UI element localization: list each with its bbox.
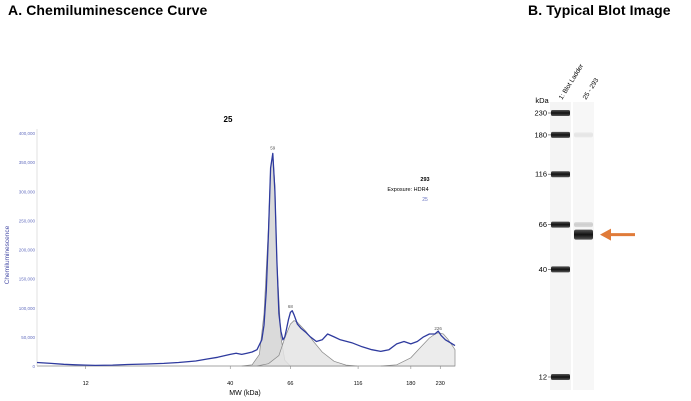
x-tick-label: 12 — [83, 381, 89, 387]
y-tick-label: 300,000 — [19, 189, 36, 194]
blot-axis-unit: kDa — [535, 96, 549, 105]
y-axis-label: Chemiluminescence — [4, 225, 11, 284]
peak-label: 226 — [434, 326, 442, 331]
ladder-lane — [550, 102, 571, 390]
y-tick-label: 250,000 — [19, 218, 36, 223]
lane-label: 25 - 293 — [582, 77, 601, 101]
x-tick-label: 40 — [227, 381, 233, 387]
y-tick-label: 0 — [32, 364, 35, 369]
legend-line-1: 293 — [420, 177, 429, 183]
arrow-icon — [600, 228, 611, 241]
panel-b-title: B. Typical Blot Image — [528, 2, 671, 18]
fitted-peak-1 — [241, 153, 292, 367]
x-tick-label: 116 — [354, 381, 363, 387]
x-tick-label: 66 — [287, 381, 293, 387]
panel-a-title: A. Chemiluminescence Curve — [8, 2, 208, 18]
peak-label: 68 — [288, 304, 294, 309]
sample-band — [574, 132, 593, 138]
chemiluminescence-line — [36, 152, 456, 367]
y-tick-label: 50,000 — [21, 335, 35, 340]
chart-title: 25 — [224, 115, 233, 124]
sample-band — [574, 222, 593, 228]
plot-area: 0 50,000 100,000 150,000 200,000 250,000 300,0… — [19, 129, 456, 387]
y-tick-label: 200,000 — [19, 248, 36, 253]
y-tick-label: 100,000 — [19, 306, 36, 311]
ladder-marker-label: 40 — [539, 265, 547, 274]
y-tick-label: 400,000 — [19, 131, 36, 136]
ladder-band — [551, 110, 570, 116]
ladder-band — [551, 374, 570, 380]
ladder-band — [551, 266, 570, 273]
sample-lane — [573, 102, 594, 390]
legend-line-2: Exposure: HDR4 — [387, 187, 428, 193]
y-tick-label: 350,000 — [19, 160, 36, 165]
ladder-marker-label: 180 — [534, 130, 547, 139]
x-tick-label: 180 — [406, 381, 415, 387]
ladder-band — [551, 131, 570, 138]
ladder-band — [551, 221, 570, 228]
ladder-band — [551, 171, 570, 178]
legend-line-3: 25 — [422, 197, 428, 203]
peak-label: 59 — [270, 145, 276, 150]
y-tick-label: 150,000 — [19, 277, 36, 282]
ladder-marker-label: 12 — [539, 373, 547, 382]
x-tick-label: 230 — [436, 381, 445, 387]
ladder-marker-label: 66 — [539, 220, 547, 229]
ladder-marker-label: 116 — [535, 170, 547, 179]
ladder-marker-label: 230 — [534, 109, 547, 118]
fitted-peak-2 — [256, 320, 358, 367]
x-axis-label: MW (kDa) — [229, 390, 261, 397]
lane-label: 1: Blot Ladder — [558, 62, 586, 101]
sample-band — [574, 229, 593, 240]
